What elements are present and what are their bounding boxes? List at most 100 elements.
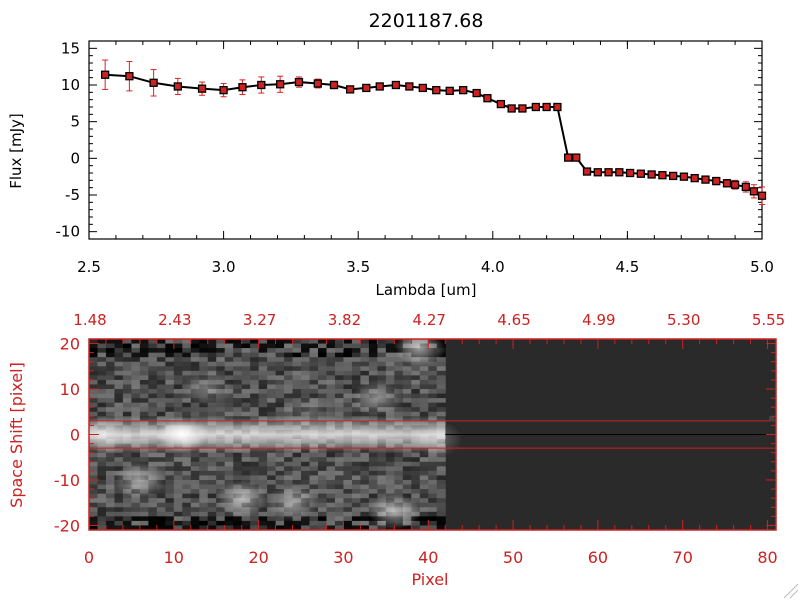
image-pixel (309, 479, 319, 486)
image-pixel (275, 398, 285, 404)
image-pixel (385, 457, 395, 463)
image-pixel (360, 493, 370, 499)
image-pixel (275, 343, 285, 349)
image-pixel (419, 461, 429, 467)
image-pixel (343, 525, 353, 531)
data-point (313, 79, 322, 88)
image-pixel (139, 525, 149, 531)
image-pixel (97, 366, 107, 372)
image-pixel (114, 361, 124, 367)
image-pixel (411, 366, 421, 372)
image-pixel (139, 511, 149, 517)
image-pixel (182, 361, 192, 367)
image-pixel (105, 348, 115, 354)
image-pixel (351, 457, 361, 463)
image-pixel (292, 361, 302, 367)
image-pixel (402, 375, 412, 381)
image-pixel (411, 411, 421, 417)
image-pixel (334, 511, 344, 517)
image-pixel (241, 475, 251, 481)
image-pixel (241, 520, 251, 526)
image-pixel (250, 357, 260, 363)
image-pixel (428, 507, 438, 513)
data-point (604, 168, 613, 177)
image-pixel (199, 498, 209, 504)
image-pixel (105, 370, 115, 376)
image-pixel (199, 525, 209, 531)
image-pixel (343, 339, 353, 345)
image-pixel (351, 370, 361, 376)
image-pixel (419, 466, 429, 472)
image-pixel (334, 475, 344, 481)
wavelength-tick-label: 4.27 (413, 311, 446, 329)
image-pixel (122, 389, 132, 395)
image-pixel (139, 370, 149, 376)
image-pixel (326, 366, 336, 372)
image-pixel (250, 398, 260, 404)
image-pixel (190, 525, 200, 531)
pixel-tick-label: 40 (418, 548, 438, 567)
image-pixel (250, 452, 260, 458)
data-point (483, 94, 492, 103)
image-pixel (207, 525, 217, 531)
image-pixel (368, 457, 378, 463)
image-pixel (97, 411, 107, 417)
image-pixel (309, 457, 319, 463)
image-pixel (216, 361, 226, 367)
image-pixel (139, 343, 149, 349)
image-pixel (165, 498, 175, 504)
image-pixel (105, 511, 115, 517)
data-point (593, 168, 602, 177)
image-pixel (292, 343, 302, 349)
image-pixel (436, 484, 446, 490)
image-pixel (411, 384, 421, 390)
image-pixel (292, 479, 302, 486)
image-pixel (97, 370, 107, 376)
image-pixel (309, 461, 319, 467)
image-pixel (250, 520, 260, 526)
image-pixel (428, 525, 438, 531)
image-pixel (156, 489, 166, 495)
image-pixel (114, 339, 124, 345)
image-pixel (351, 348, 361, 354)
image-pixel (165, 361, 175, 367)
image-pixel (267, 452, 277, 458)
image-pixel (377, 361, 387, 367)
image-pixel (216, 343, 226, 349)
image-pixel (360, 470, 370, 476)
image-pixel (97, 398, 107, 404)
image-pixel (360, 516, 370, 522)
image-pixel (326, 357, 336, 363)
image-pixel (419, 452, 429, 458)
image-pixel (411, 461, 421, 467)
image-pixel (148, 525, 158, 531)
image-pixel (377, 466, 387, 472)
image-pixel (301, 470, 311, 476)
image-pixel (148, 370, 158, 376)
image-pixel (318, 393, 327, 399)
image-pixel (411, 479, 421, 486)
image-pixel (394, 361, 404, 367)
image-pixel (419, 398, 429, 404)
image-pixel (419, 375, 429, 381)
image-pixel (301, 357, 311, 363)
image-pixel (351, 479, 361, 486)
image-pixel (233, 461, 243, 467)
image-pixel (275, 479, 285, 486)
image-pixel (360, 484, 370, 490)
image-pixel (351, 520, 361, 526)
image-pixel (258, 402, 268, 408)
image-pixel (250, 475, 260, 481)
image-pixel (139, 379, 149, 385)
image-pixel (165, 375, 175, 381)
image-pixel (207, 339, 217, 345)
image-pixel (267, 479, 277, 486)
image-pixel (343, 470, 353, 476)
image-pixel (97, 389, 107, 395)
image-pixel (224, 475, 234, 481)
image-pixel (411, 520, 421, 526)
image-pixel (105, 457, 115, 463)
image-pixel (411, 498, 421, 504)
image-pixel (122, 361, 132, 367)
image-pixel (343, 479, 353, 486)
